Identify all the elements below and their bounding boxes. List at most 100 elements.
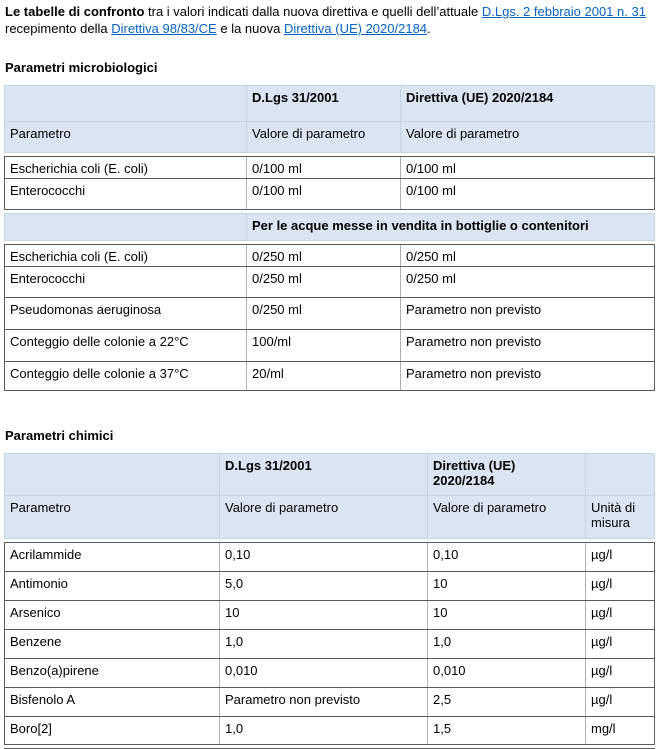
value-cell: µg/l <box>591 663 613 678</box>
table-row: Pseudomonas aeruginosa 0/250 ml Parametro … <box>4 297 655 329</box>
value-cell: 10 <box>220 601 428 629</box>
subheader-valore-1: Valore di parametro <box>220 496 428 538</box>
value-cell: 10 <box>428 601 586 629</box>
value-cell: 1,0 <box>220 630 428 658</box>
empty-header-cell <box>5 86 247 121</box>
intro-paragraph: Le tabelle di confronto tra i valori ind… <box>5 3 654 37</box>
table-row: Conteggio delle colonie a 37°C 20/ml Param… <box>4 361 655 391</box>
value-cell: 0/250 ml <box>247 298 401 329</box>
value-cell: 1,0 <box>428 630 586 658</box>
empty-header-cell <box>5 454 220 495</box>
value-cell: 0/250 ml <box>247 267 401 297</box>
table-row: Benzo(a)pirene 0,010 0,010 µg/l <box>4 658 655 687</box>
parameter-cell: Boro[2] <box>5 717 220 744</box>
table-row: Enterococchi 0/250 ml 0/250 ml <box>4 266 655 297</box>
table-row: Escherichia coli (E. coli) 0/250 ml 0/250 … <box>4 244 655 266</box>
column-header-dlgs: D.Lgs 31/2001 <box>220 454 428 495</box>
value-cell: µg/l <box>591 692 613 707</box>
value-cell: Parametro non previsto <box>220 688 428 716</box>
subheader-valore-1: Valore di parametro <box>247 122 401 152</box>
value-cell: 0/250 ml <box>247 245 401 266</box>
microbiological-table: D.Lgs 31/2001 Direttiva (UE) 2020/2184 P… <box>4 85 655 391</box>
chemical-table: D.Lgs 31/2001 Direttiva (UE) 2020/2184 P… <box>4 453 655 748</box>
value-cell: µg/l <box>591 634 613 649</box>
table-row: Enterococchi 0/100 ml 0/100 ml <box>4 178 655 210</box>
table-row: Arsenico 10 10 µg/l <box>4 600 655 629</box>
hyperlink[interactable]: D.Lgs. 2 febbraio 2001 n. 31 <box>481 4 646 19</box>
value-cell: 0/100 ml <box>247 157 401 178</box>
table-row: Antimonio 5,0 10 µg/l <box>4 571 655 600</box>
parameter-cell: Conteggio delle colonie a 22°C <box>5 330 247 361</box>
intro-text: . <box>427 21 431 36</box>
parameter-cell: Acrilammide <box>5 543 220 571</box>
section-heading-microbiological: Parametri microbiologici <box>5 60 158 75</box>
subheader-unita: Unità di misura <box>591 500 636 530</box>
subheader-parametro: Parametro <box>5 496 220 538</box>
table-header-row: D.Lgs 31/2001 Direttiva (UE) 2020/2184 <box>4 453 655 495</box>
value-cell: Parametro non previsto <box>406 366 542 381</box>
value-cell: 0/100 ml <box>406 161 456 176</box>
parameter-cell: Escherichia coli (E. coli) <box>5 245 247 266</box>
value-cell: 5,0 <box>220 572 428 600</box>
parameter-cell: Conteggio delle colonie a 37°C <box>5 362 247 390</box>
table-header-row: D.Lgs 31/2001 Direttiva (UE) 2020/2184 <box>4 85 655 121</box>
value-cell: 0,10 <box>220 543 428 571</box>
value-cell: 0,10 <box>428 543 586 571</box>
table-row: Acrilammide 0,10 0,10 µg/l <box>4 542 655 571</box>
value-cell: mg/l <box>591 721 616 736</box>
value-cell: 0/100 ml <box>406 183 456 198</box>
value-cell: 0/250 ml <box>406 271 456 286</box>
value-cell: 10 <box>428 572 586 600</box>
value-cell: Parametro non previsto <box>406 334 542 349</box>
intro-text: tra i valori indicati dalla nuova dirett… <box>144 4 482 19</box>
value-cell: 0/250 ml <box>406 249 456 264</box>
parameter-cell: Arsenico <box>5 601 220 629</box>
table-subheader-row: Parametro Valore di parametro Valore di … <box>4 121 655 153</box>
column-header-dlgs: D.Lgs 31/2001 <box>247 86 401 121</box>
table-row: Boro[2] 1,0 1,5 mg/l <box>4 716 655 745</box>
value-cell: 2,5 <box>428 688 586 716</box>
parameter-cell: Benzene <box>5 630 220 658</box>
hyperlink[interactable]: Direttiva 98/83/CE <box>111 21 217 36</box>
value-cell: µg/l <box>591 576 613 591</box>
value-cell: 0,010 <box>428 659 586 687</box>
value-cell: 1,0 <box>220 717 428 744</box>
column-header-direttiva: Direttiva (UE) 2020/2184 <box>428 454 586 495</box>
value-cell: 0/100 ml <box>247 179 401 209</box>
value-cell: 0,010 <box>220 659 428 687</box>
subheader-valore-2: Valore di parametro <box>428 496 586 538</box>
intro-text: Le tabelle di confronto <box>5 4 145 19</box>
section-heading-chemical: Parametri chimici <box>5 428 114 443</box>
intro-text: recepimento della <box>5 21 112 36</box>
empty-header-cell <box>586 454 656 495</box>
column-header-direttiva: Direttiva (UE) 2020/2184 <box>406 90 554 105</box>
band-title: Per le acque messe in vendita in bottigl… <box>252 218 589 233</box>
table-body-group: Acrilammide 0,10 0,10 µg/l Antimonio 5,0 10 µg/… <box>4 542 655 745</box>
parameter-cell: Pseudomonas aeruginosa <box>5 298 247 329</box>
table-subheader-row: Parametro Valore di parametro Valore di … <box>4 495 655 539</box>
table-band-row: Per le acque messe in vendita in bottigl… <box>4 213 655 241</box>
table-row: Bisfenolo A Parametro non previsto 2,5 µg/l <box>4 687 655 716</box>
parameter-cell: Benzo(a)pirene <box>5 659 220 687</box>
empty-band-cell <box>5 214 247 240</box>
table-row: Escherichia coli (E. coli) 0/100 ml 0/100 … <box>4 156 655 178</box>
table-row: Benzene 1,0 1,0 µg/l <box>4 629 655 658</box>
hyperlink[interactable]: Direttiva (UE) 2020/2184 <box>283 21 428 36</box>
table-body-group: Escherichia coli (E. coli) 0/100 ml 0/100 … <box>4 156 655 210</box>
parameter-cell: Enterococchi <box>5 267 247 297</box>
parameter-cell: Escherichia coli (E. coli) <box>5 157 247 178</box>
value-cell: 20/ml <box>247 362 401 390</box>
value-cell: 100/ml <box>247 330 401 361</box>
parameter-cell: Enterococchi <box>5 179 247 209</box>
parameter-cell: Bisfenolo A <box>5 688 220 716</box>
parameter-cell: Antimonio <box>5 572 220 600</box>
intro-text: e la nuova <box>216 21 284 36</box>
value-cell: µg/l <box>591 547 613 562</box>
table-body-group: Escherichia coli (E. coli) 0/250 ml 0/250 … <box>4 244 655 391</box>
table-row: Conteggio delle colonie a 22°C 100/ml Para… <box>4 329 655 361</box>
value-cell: 1,5 <box>428 717 586 744</box>
value-cell: µg/l <box>591 605 613 620</box>
subheader-parametro: Parametro <box>5 122 247 152</box>
subheader-valore-2: Valore di parametro <box>406 126 520 141</box>
